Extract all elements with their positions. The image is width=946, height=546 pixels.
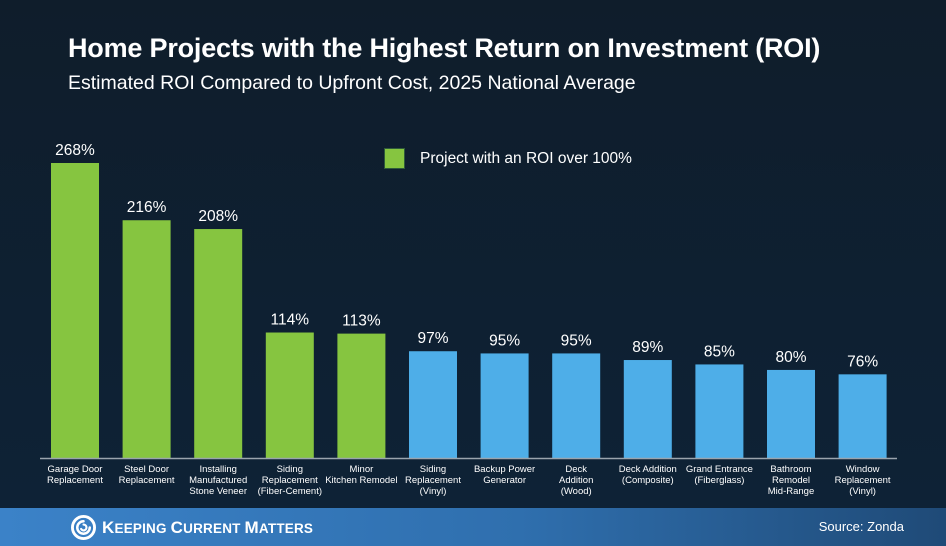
legend: Project with an ROI over 100% — [384, 148, 632, 169]
data-label-7: 95% — [489, 332, 520, 349]
category-label-4: Siding Replacement (Fiber-Cement) — [258, 464, 322, 497]
bar-8 — [552, 353, 601, 458]
bar-7 — [480, 353, 529, 458]
bar-6 — [409, 351, 457, 458]
data-label-6: 97% — [417, 330, 448, 347]
category-label-12: Window Replacement (Vinyl) — [835, 464, 891, 497]
chart-subtitle: Estimated ROI Compared to Upfront Cost, … — [68, 72, 636, 94]
legend-label: Project with an ROI over 100% — [420, 149, 632, 167]
category-label-10: Grand Entrance (Fiberglass) — [686, 464, 753, 486]
bar-5 — [337, 333, 386, 458]
category-label-8: Deck Addition (Wood) — [559, 464, 593, 497]
category-label-2: Steel Door Replacement — [119, 464, 175, 486]
data-label-12: 76% — [847, 353, 878, 370]
data-label-8: 95% — [561, 332, 592, 349]
category-label-9: Deck Addition (Composite) — [619, 464, 677, 486]
data-label-11: 80% — [775, 349, 806, 366]
data-label-9: 89% — [632, 339, 663, 356]
swirl-logo-icon — [71, 515, 96, 540]
brand-name: KEEPING CURRENT MATTERS — [102, 517, 314, 537]
footer-bar: KEEPING CURRENT MATTERS Source: Zonda — [0, 508, 946, 546]
bar-12 — [838, 374, 887, 458]
data-label-3: 208% — [198, 208, 238, 225]
data-label-5: 113% — [342, 313, 381, 330]
category-label-6: Siding Replacement (Vinyl) — [405, 464, 461, 497]
bar-11 — [767, 369, 815, 458]
bar-10 — [695, 364, 744, 458]
category-label-5: Minor Kitchen Remodel — [325, 464, 397, 486]
bar-1 — [51, 163, 99, 458]
bar-9 — [623, 360, 672, 458]
bar-4 — [265, 332, 314, 458]
category-label-1: Garage Door Replacement — [47, 464, 103, 486]
bar-chart: 268% Garage Door Replacement 216% Steel Door… — [40, 142, 897, 497]
data-label-10: 85% — [704, 343, 735, 360]
data-label-1: 268% — [55, 142, 95, 159]
bar-3 — [194, 229, 243, 458]
legend-swatch-over-100 — [384, 148, 405, 169]
category-label-7: Backup Power Generator — [474, 464, 535, 486]
chart-title: Home Projects with the Highest Return on… — [68, 33, 821, 63]
data-label-4: 114% — [271, 312, 310, 329]
category-label-3: Installing Manufactured Stone Veneer — [189, 464, 247, 497]
bar-2 — [122, 220, 171, 458]
brand-logo: KEEPING CURRENT MATTERS — [71, 515, 313, 540]
data-label-2: 216% — [127, 199, 167, 216]
category-label-11: Bathroom Remodel Mid-Range — [768, 464, 814, 497]
source-note: Source: Zonda — [818, 519, 904, 534]
